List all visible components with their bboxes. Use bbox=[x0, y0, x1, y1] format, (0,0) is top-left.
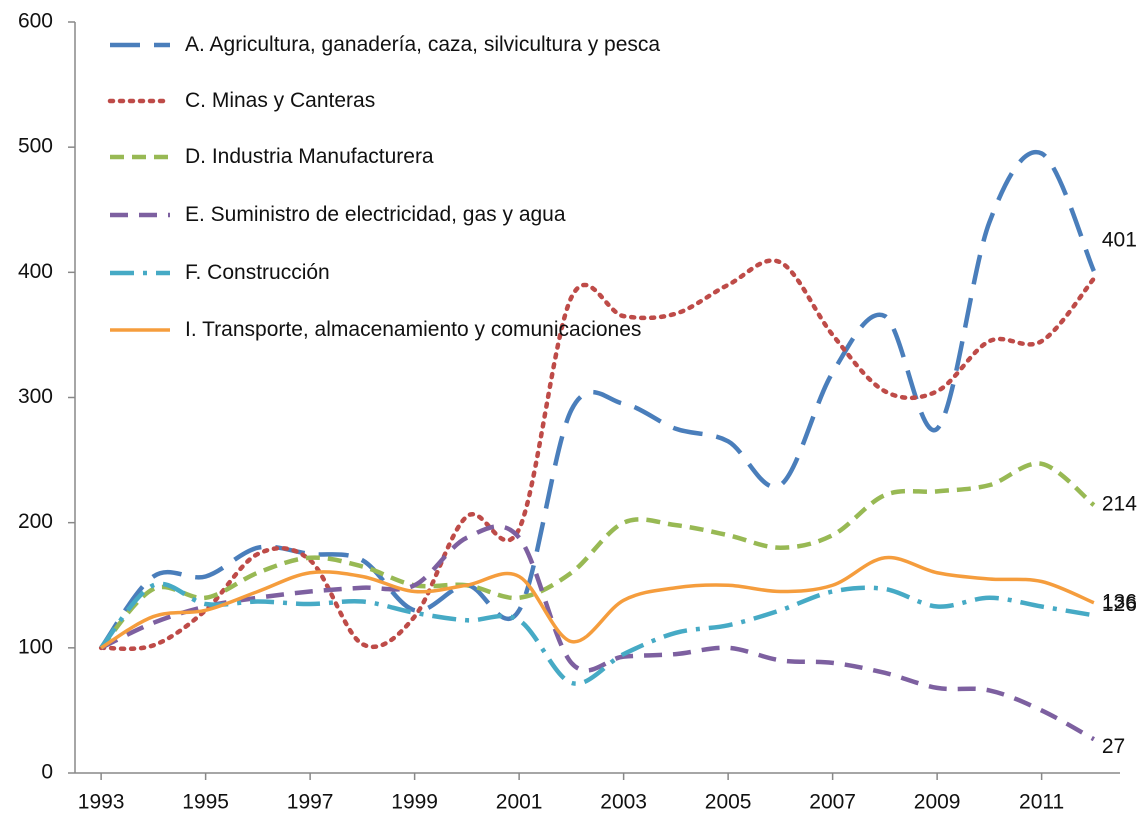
y-tick-label: 400 bbox=[18, 260, 53, 283]
legend-label: A. Agricultura, ganadería, caza, silvicu… bbox=[185, 33, 661, 56]
x-tick-label: 2011 bbox=[1019, 791, 1064, 814]
legend-label: F. Construcción bbox=[185, 261, 330, 284]
series-line bbox=[99, 461, 1096, 650]
legend-label: I. Transporte, almacenamiento y comunica… bbox=[185, 318, 642, 341]
y-tick-label: 200 bbox=[18, 510, 53, 533]
data-label: 126 bbox=[1102, 593, 1137, 616]
x-tick-label: 2003 bbox=[600, 791, 647, 814]
y-tick-label: 100 bbox=[18, 635, 53, 658]
data-label: 401 bbox=[1102, 229, 1137, 252]
legend-label: E. Suministro de electricidad, gas y agu… bbox=[185, 203, 566, 226]
series-line bbox=[99, 581, 1095, 686]
x-tick-label: 2007 bbox=[809, 791, 856, 814]
x-tick-label: 1995 bbox=[182, 791, 229, 814]
y-tick-label: 500 bbox=[18, 135, 53, 158]
y-tick-label: 600 bbox=[18, 10, 53, 33]
x-tick-label: 1999 bbox=[391, 791, 438, 814]
legend-label: C. Minas y Canteras bbox=[185, 89, 376, 112]
series-line bbox=[100, 524, 1095, 742]
x-tick-label: 2005 bbox=[705, 791, 752, 814]
data-label: 214 bbox=[1102, 493, 1137, 516]
data-label: 136 bbox=[1102, 590, 1137, 613]
data-label: 27 bbox=[1102, 735, 1125, 758]
y-tick-label: 300 bbox=[18, 385, 53, 408]
x-tick-label: 1993 bbox=[78, 791, 125, 814]
x-tick-label: 1997 bbox=[287, 791, 334, 814]
x-tick-label: 2001 bbox=[496, 791, 543, 814]
series-line bbox=[100, 555, 1095, 650]
y-tick-label: 0 bbox=[41, 761, 53, 784]
series-line bbox=[98, 258, 1097, 652]
legend-label: D. Industria Manufacturera bbox=[185, 145, 434, 168]
x-tick-label: 2009 bbox=[914, 791, 961, 814]
